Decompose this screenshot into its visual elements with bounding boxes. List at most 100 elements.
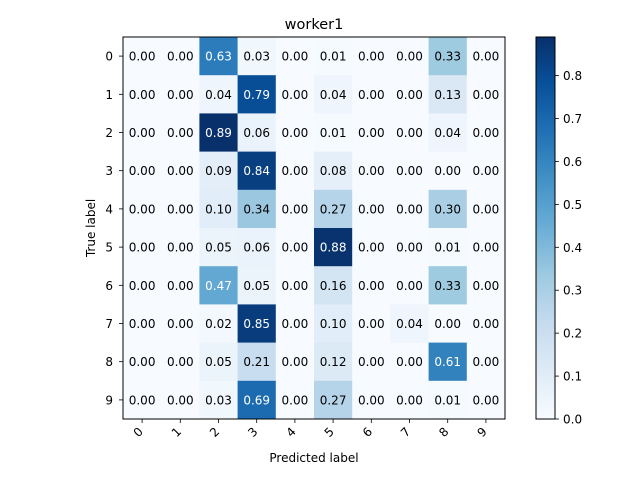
colorbar-tick-label: 0.3 [563, 284, 582, 298]
x-tick-label: 3 [245, 425, 260, 440]
cell-value-label: 0.04 [434, 126, 461, 140]
heatmap-cell [314, 228, 353, 267]
cell-value-label: 0.00 [396, 241, 423, 255]
heatmap-cell [123, 228, 162, 267]
cell-value-label: 0.21 [243, 355, 270, 369]
heatmap-cell [428, 113, 468, 153]
cell-value-label: 0.01 [434, 393, 461, 407]
cell-value-label: 0.00 [358, 241, 385, 255]
cell-value-label: 0.00 [282, 279, 309, 293]
cell-value-label: 0.69 [243, 393, 270, 407]
heatmap-cell [314, 304, 353, 344]
heatmap-cell [352, 113, 391, 153]
cell-value-label: 0.00 [129, 241, 156, 255]
heatmap-cell [466, 380, 506, 420]
cell-value-label: 0.00 [167, 393, 194, 407]
cell-value-label: 0.63 [205, 50, 232, 64]
cell-value-label: 0.00 [473, 88, 500, 102]
cell-value-label: 0.33 [434, 50, 461, 64]
heatmap-cell [199, 189, 239, 229]
cell-value-label: 0.88 [320, 241, 347, 255]
y-tick-label: 6 [105, 279, 113, 293]
heatmap-cell [237, 228, 277, 267]
cell-value-label: 0.00 [129, 202, 156, 216]
cell-value-label: 0.10 [320, 317, 347, 331]
heatmap-cell [390, 304, 430, 344]
heatmap-cell [237, 113, 277, 153]
cell-value-label: 0.00 [282, 164, 309, 178]
heatmap-cell [237, 380, 277, 420]
heatmap-cell [123, 113, 162, 153]
x-tick-label: 2 [207, 425, 222, 440]
cell-value-label: 0.05 [205, 241, 232, 255]
heatmap-cell [275, 151, 315, 191]
y-tick-label: 2 [105, 126, 113, 140]
cell-value-label: 0.79 [243, 88, 270, 102]
colorbar-tick-label: 0.8 [563, 69, 582, 83]
heatmap-cell [314, 151, 353, 191]
cell-value-label: 0.00 [282, 88, 309, 102]
cell-value-label: 0.00 [282, 50, 309, 64]
x-tick-label: 1 [169, 425, 184, 440]
heatmap-cell [237, 37, 277, 76]
heatmap-cell [390, 37, 430, 76]
heatmap-cell [275, 113, 315, 153]
heatmap-cell [237, 342, 277, 382]
cell-value-label: 0.00 [396, 355, 423, 369]
cell-value-label: 0.01 [320, 50, 347, 64]
cell-value-label: 0.27 [320, 202, 347, 216]
cell-value-label: 0.89 [205, 126, 232, 140]
x-tick-label: 8 [436, 425, 451, 440]
heatmap-cell [161, 228, 200, 267]
y-tick-label: 5 [105, 241, 113, 255]
cell-value-label: 0.00 [282, 126, 309, 140]
heatmap-cell [428, 304, 468, 344]
cell-value-label: 0.13 [434, 88, 461, 102]
heatmap-cell [390, 113, 430, 153]
y-tick-label: 0 [105, 50, 113, 64]
cell-value-label: 0.00 [129, 126, 156, 140]
heatmap-cell [275, 342, 315, 382]
colorbar [535, 36, 556, 420]
heatmap-cell [390, 342, 430, 382]
heatmap-cell [199, 37, 239, 76]
heatmap-cell [275, 380, 315, 420]
heatmap-cell [237, 75, 277, 114]
cell-value-label: 0.00 [358, 393, 385, 407]
y-tick-label: 3 [105, 164, 113, 178]
heatmap-cell [275, 228, 315, 267]
cell-value-label: 0.00 [358, 50, 385, 64]
heatmap-cell [352, 75, 391, 114]
heatmap-cell [352, 304, 391, 344]
cell-value-label: 0.16 [320, 279, 347, 293]
y-tick-label: 1 [105, 88, 113, 102]
cell-value-label: 0.00 [167, 164, 194, 178]
cell-value-label: 0.00 [358, 164, 385, 178]
cell-value-label: 0.00 [434, 164, 461, 178]
heatmap-cell [199, 228, 239, 267]
heatmap-cell [123, 37, 162, 76]
cell-value-label: 0.00 [473, 164, 500, 178]
cell-value-label: 0.30 [434, 202, 461, 216]
cell-value-label: 0.00 [282, 393, 309, 407]
cell-value-label: 0.01 [320, 126, 347, 140]
cell-value-label: 0.00 [129, 393, 156, 407]
x-tick-label: 9 [474, 425, 489, 440]
cell-value-label: 0.47 [205, 279, 232, 293]
x-tick-label: 4 [283, 425, 298, 440]
heatmap-cell [352, 342, 391, 382]
heatmap-cell [161, 151, 200, 191]
cell-value-label: 0.00 [167, 50, 194, 64]
heatmap-cell [161, 266, 200, 305]
cell-value-label: 0.00 [396, 164, 423, 178]
heatmap-cell [123, 75, 162, 114]
heatmap-cell [428, 151, 468, 191]
cell-value-label: 0.00 [434, 317, 461, 331]
cell-value-label: 0.00 [396, 50, 423, 64]
heatmap-cell [466, 37, 506, 76]
cell-value-label: 0.00 [473, 393, 500, 407]
cell-value-label: 0.34 [243, 202, 270, 216]
cell-value-label: 0.33 [434, 279, 461, 293]
heatmap-cell [428, 380, 468, 420]
cell-value-label: 0.02 [205, 317, 232, 331]
